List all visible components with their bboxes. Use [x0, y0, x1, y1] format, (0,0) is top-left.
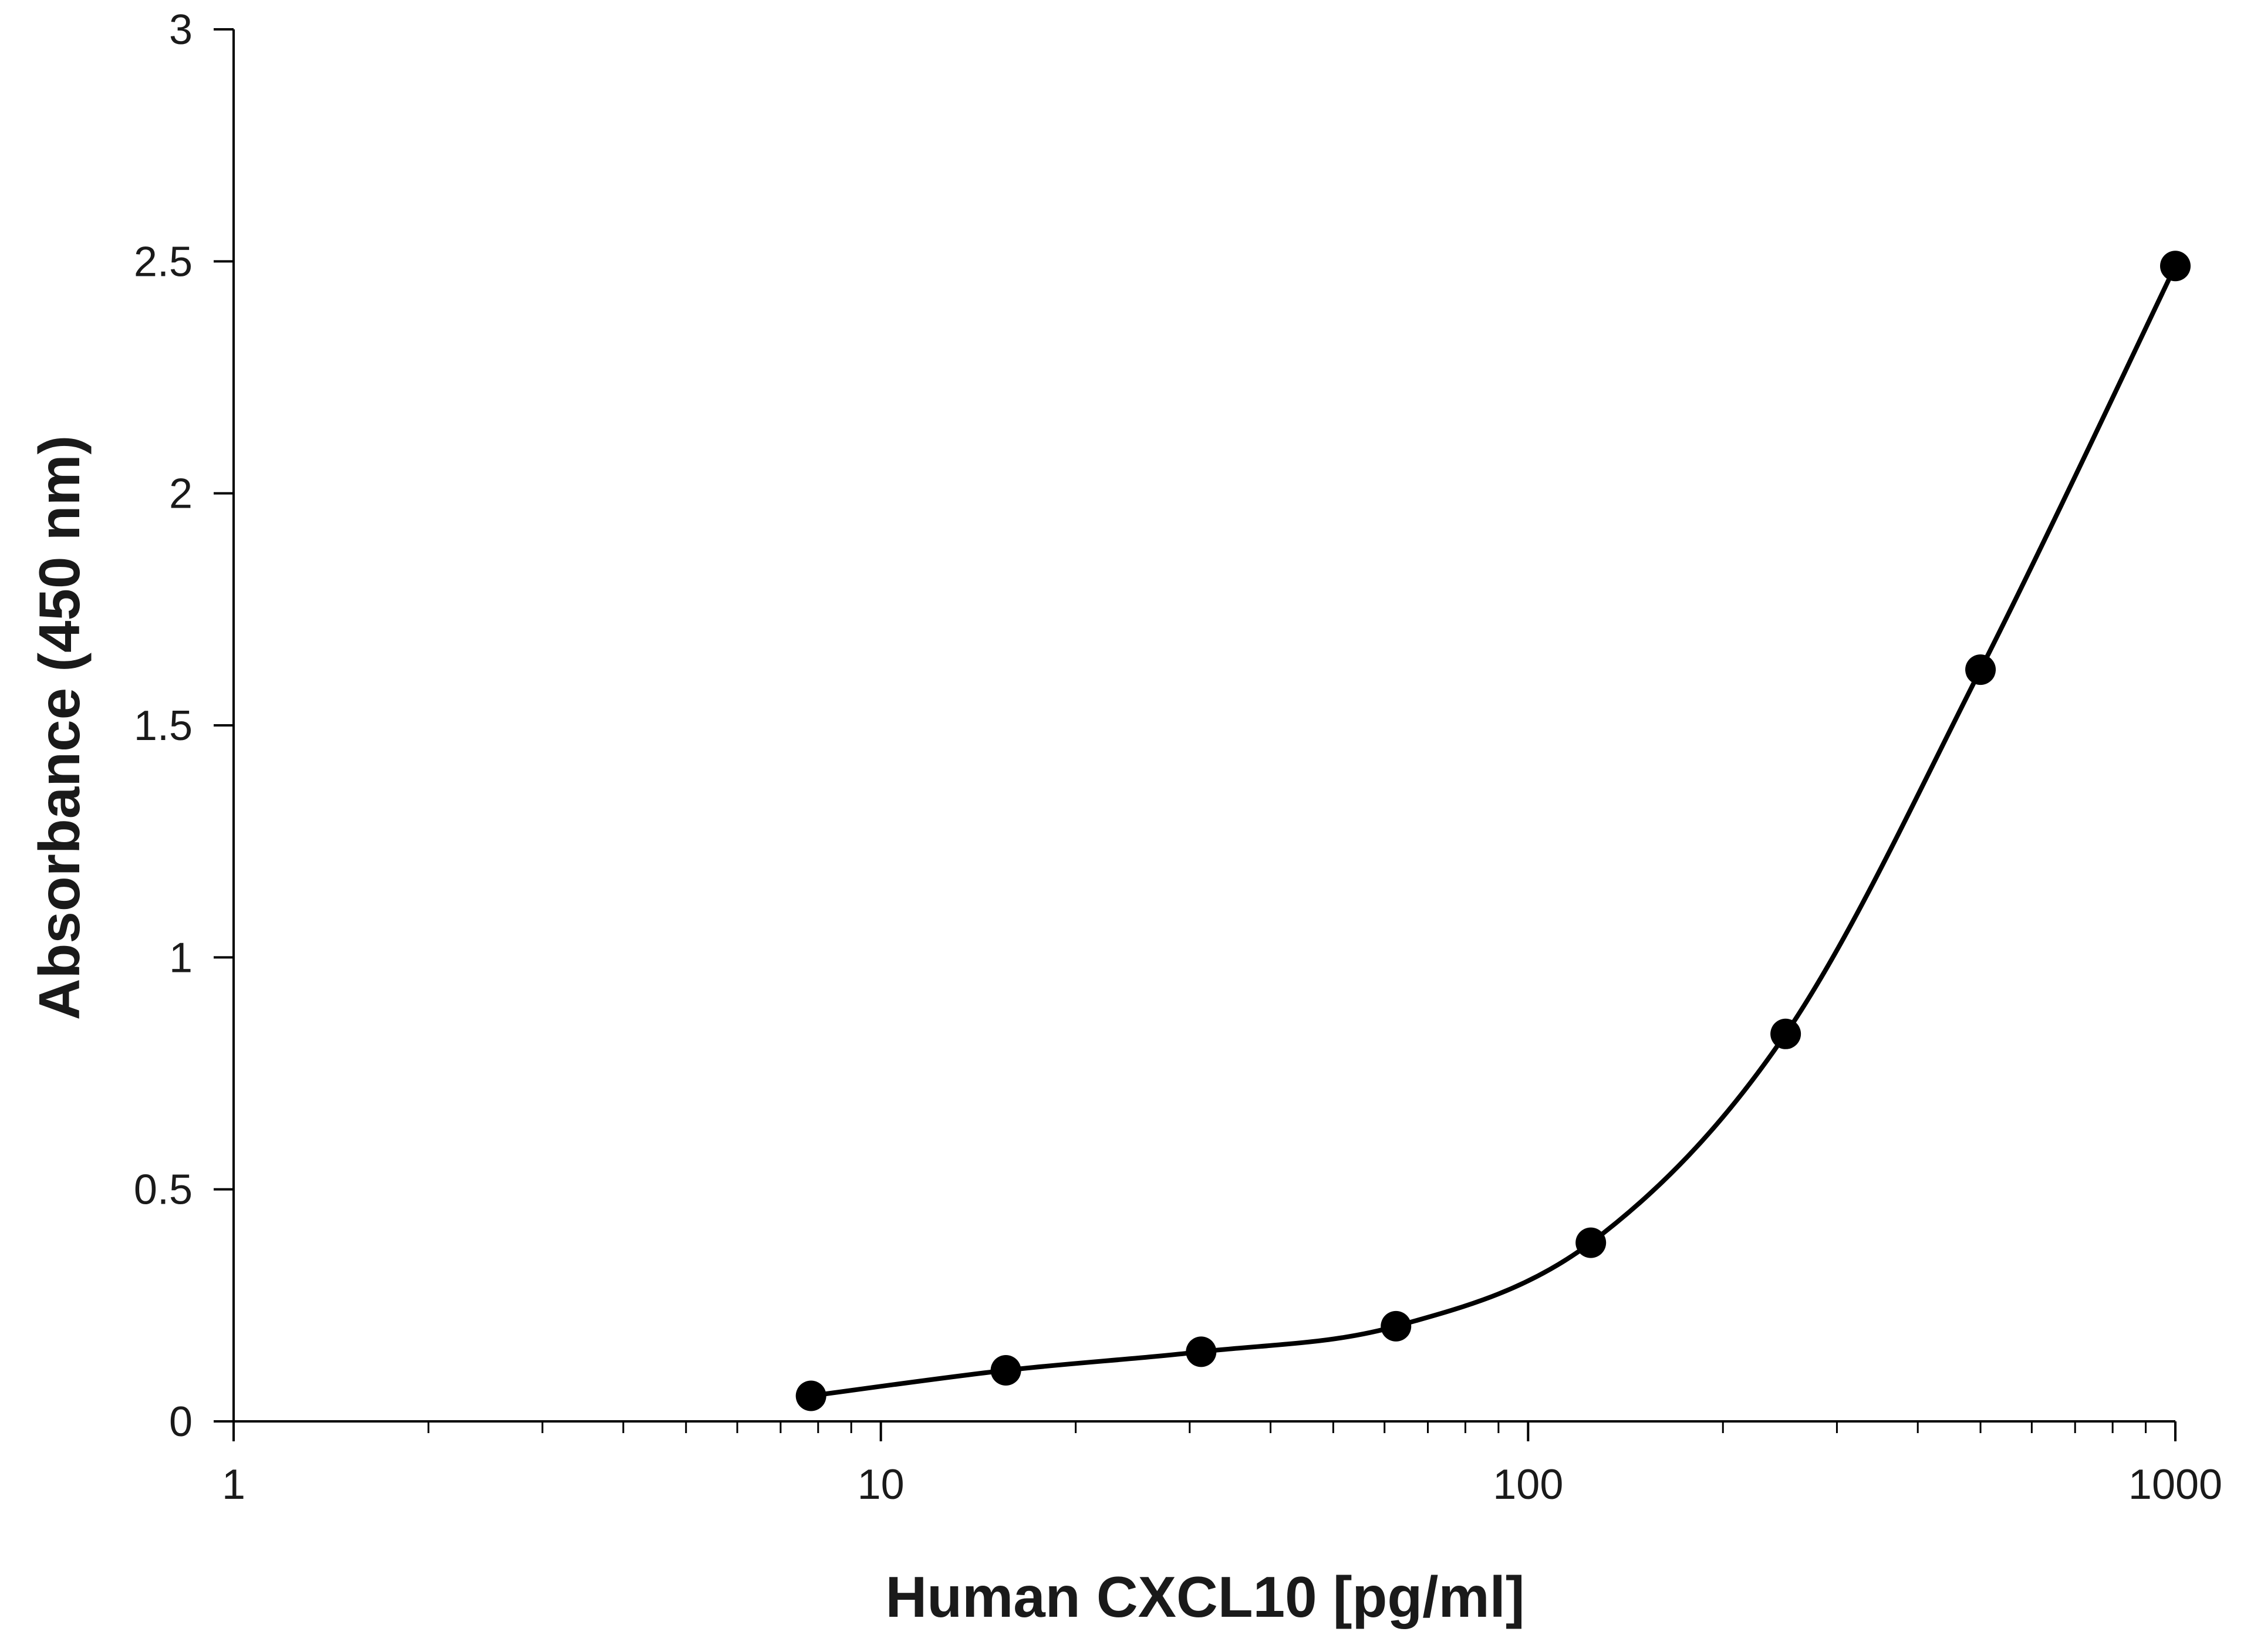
data-point — [1965, 654, 1996, 685]
data-point — [1575, 1227, 1607, 1258]
y-tick-label: 2 — [169, 471, 193, 518]
x-axis-title: Human CXCL10 [pg/ml] — [886, 1565, 1525, 1629]
series — [795, 251, 2191, 1411]
data-point — [990, 1355, 1021, 1386]
tick-labels: 0 0.5 1 1.5 2 2.5 3 1 10 100 1000 — [134, 6, 2222, 1508]
axes — [232, 29, 2175, 1423]
x-tick-label: 1000 — [2128, 1461, 2222, 1508]
data-point — [1186, 1336, 1217, 1367]
y-tick-label: 0.5 — [134, 1167, 193, 1214]
series-line — [811, 265, 2178, 1398]
data-point — [795, 1380, 826, 1411]
y-axis-title: Absorbance (450 nm) — [27, 435, 92, 1021]
y-tick-label: 1 — [169, 934, 193, 981]
y-tick-label: 1.5 — [134, 702, 193, 749]
y-tick-label: 2.5 — [134, 238, 193, 285]
y-tick-label: 3 — [169, 6, 193, 53]
y-tick-label: 0 — [169, 1398, 193, 1445]
tick-marks — [214, 28, 2177, 1441]
x-tick-label: 1 — [222, 1461, 245, 1508]
data-point — [1381, 1310, 1412, 1342]
data-point — [1770, 1018, 1801, 1049]
data-point — [2160, 251, 2191, 282]
x-tick-label: 100 — [1493, 1461, 1563, 1508]
x-tick-label: 10 — [858, 1461, 905, 1508]
